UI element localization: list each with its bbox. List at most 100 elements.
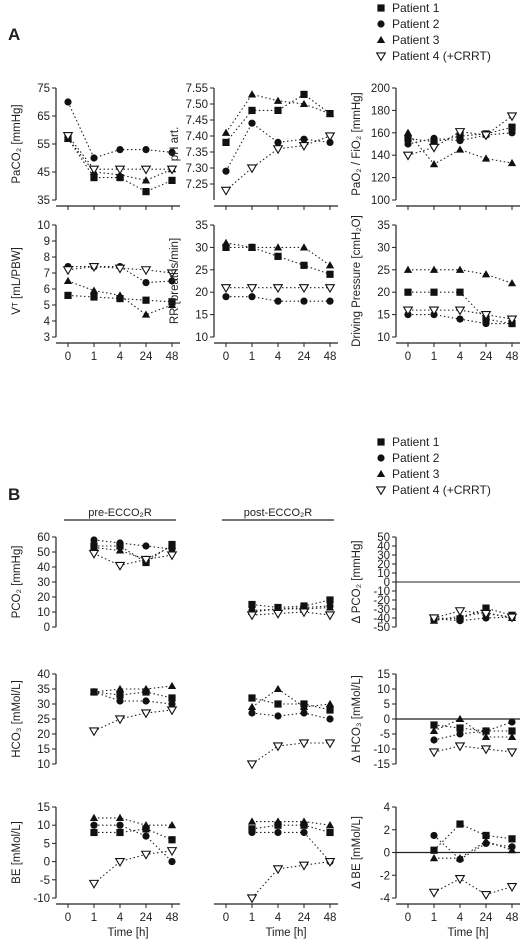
y-tick-label: 65 [37, 111, 50, 123]
data-point-3 [141, 821, 151, 829]
data-point-2 [168, 277, 176, 285]
y-tick-label: 40 [37, 669, 50, 681]
data-point-1 [300, 90, 308, 98]
y-tick-label: -20 [373, 595, 390, 607]
data-point-4 [140, 555, 152, 565]
y-tick-label: -5 [380, 729, 390, 741]
y-tick-label: 2 [384, 825, 390, 837]
data-point-3 [115, 813, 125, 821]
data-point-2 [116, 539, 124, 547]
series-line-3 [433, 718, 512, 738]
data-point-1 [142, 825, 150, 833]
y-tick-label: 40 [37, 562, 50, 574]
x-tick-label: 0 [65, 912, 71, 924]
y-tick-label: 15 [37, 802, 50, 814]
data-point-4 [454, 607, 466, 617]
series-line-2 [252, 831, 331, 862]
data-point-3 [507, 279, 517, 287]
pre-ecco2r-label: pre-ECCO₂R [88, 507, 152, 519]
series-line-3 [251, 688, 331, 708]
data-point-4 [480, 745, 492, 755]
legend-b-label-2: Patient 2 [392, 451, 440, 465]
data-point-2 [142, 697, 150, 705]
data-point-1 [482, 604, 490, 612]
y-tick-label: 7.30 [186, 163, 208, 175]
data-point-3 [481, 154, 491, 162]
data-point-4 [272, 284, 284, 294]
post-ecco2r-label: post-ECCO₂R [244, 507, 313, 519]
data-point-1 [168, 836, 176, 844]
data-point-4 [506, 748, 518, 758]
y-tick-label: 7.40 [186, 131, 208, 143]
data-point-4 [506, 112, 518, 122]
data-point-1 [222, 138, 230, 146]
data-point-3 [141, 176, 151, 184]
y-tick-label: 4 [384, 802, 391, 814]
data-point-3 [273, 684, 283, 693]
data-point-4 [140, 165, 152, 175]
data-point-1 [404, 134, 412, 142]
data-point-2 [430, 831, 438, 840]
x-axis-label: Time [h] [447, 927, 488, 939]
data-point-4 [246, 760, 258, 770]
data-point-3 [455, 714, 465, 723]
series-line-2 [225, 122, 331, 172]
data-point-3 [89, 543, 99, 551]
legend-marker-4 [375, 52, 387, 62]
x-tick-label: 24 [140, 351, 153, 363]
data-point-3 [429, 265, 439, 273]
data-point-4 [114, 715, 126, 725]
y-tick-label: 7.50 [186, 99, 208, 111]
data-point-2 [248, 293, 256, 301]
y-axis-label: Vᵀ [mL/PBW] [11, 247, 23, 315]
y-tick-label: 20 [377, 287, 390, 299]
data-point-1 [326, 828, 334, 837]
y-tick-label: 35 [195, 220, 208, 232]
data-point-2 [300, 709, 308, 717]
data-point-4 [166, 551, 178, 561]
data-point-4 [480, 131, 492, 141]
y-tick-label: 20 [37, 729, 50, 741]
data-point-3 [299, 702, 309, 711]
subplot-b-pco2-pre: 0 10 20 30 40 50 60 PCO₂ [mmHg] [11, 532, 178, 634]
data-point-1 [482, 831, 490, 840]
data-point-2 [142, 832, 150, 840]
data-point-2 [326, 138, 334, 146]
data-point-4 [428, 306, 440, 316]
data-point-2 [90, 154, 98, 162]
data-point-4 [480, 609, 492, 619]
series-line-4 [93, 850, 173, 884]
data-point-3 [247, 90, 257, 98]
series-line-1 [433, 607, 513, 620]
data-point-1 [248, 825, 256, 833]
data-point-2 [168, 148, 176, 156]
data-point-4 [480, 310, 492, 321]
data-point-1 [456, 820, 464, 828]
data-point-4 [246, 611, 258, 621]
data-point-4 [166, 706, 178, 716]
data-point-1 [248, 600, 256, 609]
x-tick-label: 0 [405, 351, 411, 363]
data-point-4 [272, 742, 284, 752]
subplot-a-dp: 10 15 20 25 30 35 Driving Pressure [cmH₂O] 0 1 4 2… [351, 215, 520, 363]
data-point-3 [455, 145, 465, 153]
y-axis-label: RR [breaths/min] [169, 238, 181, 324]
data-point-3 [141, 684, 151, 693]
data-point-3 [481, 732, 491, 741]
data-point-4 [246, 164, 258, 174]
legend-b: Patient 1 Patient 2 Patient 3 Patient 4 … [375, 435, 491, 497]
subplot-a-vt: 3 4 5 6 7 8 9 10 Vᵀ [mL/PBW] 0 1 4 24 48 [11, 220, 180, 363]
x-tick-label: 48 [166, 912, 179, 924]
series-line-2 [251, 712, 331, 720]
data-point-1 [508, 835, 516, 843]
data-point-3 [167, 541, 177, 550]
x-tick-label: 48 [506, 351, 519, 363]
data-point-2 [168, 700, 176, 708]
y-tick-label: 7.45 [186, 115, 208, 127]
data-point-1 [168, 694, 176, 702]
y-tick-label: 10 [377, 568, 390, 580]
series-line-4 [433, 878, 513, 896]
subplot-b-be-pre: -10 -5 0 5 10 15 BE [mMol/L] 0 1 4 24 48 Time [h] [11, 802, 180, 939]
data-point-2 [248, 828, 256, 837]
x-tick-label: 24 [298, 912, 311, 924]
